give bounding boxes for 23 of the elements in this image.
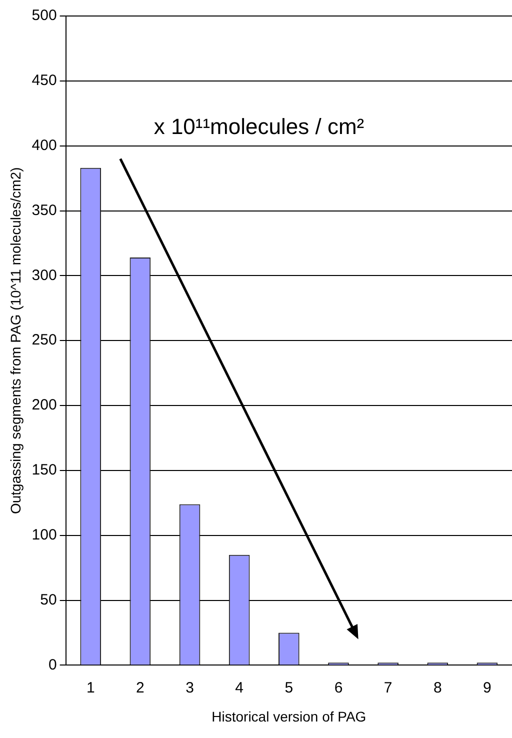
x-tick-label: 4 (235, 679, 244, 696)
y-tick-label: 50 (40, 591, 57, 608)
y-tick-label: 300 (32, 266, 57, 284)
y-tick-label: 0 (48, 656, 57, 674)
x-tick-label: 3 (186, 679, 194, 696)
y-tick-label: 500 (32, 7, 57, 24)
x-tick-label: 2 (136, 679, 144, 696)
y-tick-label: 150 (32, 462, 57, 479)
x-axis-title: Historical version of PAG (212, 708, 366, 724)
x-tick-label: 7 (384, 679, 392, 696)
y-tick-label: 450 (32, 72, 57, 90)
x-tick-label: 8 (433, 679, 442, 696)
annotation: x 10¹¹molecules / cm² (154, 114, 364, 139)
x-tick-label: 1 (86, 679, 95, 696)
x-tick-label: 9 (483, 679, 492, 696)
y-tick-label: 350 (32, 202, 57, 219)
y-tick-label: 100 (32, 526, 57, 544)
x-tick-label: 5 (284, 679, 294, 696)
y-tick-label: 400 (32, 136, 57, 154)
y-axis-title: Outgassing segments from PAG (10^11 molecules/cm2) (7, 167, 24, 514)
y-tick-label: 250 (32, 332, 57, 349)
y-tick-label: 200 (32, 396, 57, 414)
x-tick-label: 6 (334, 679, 343, 696)
